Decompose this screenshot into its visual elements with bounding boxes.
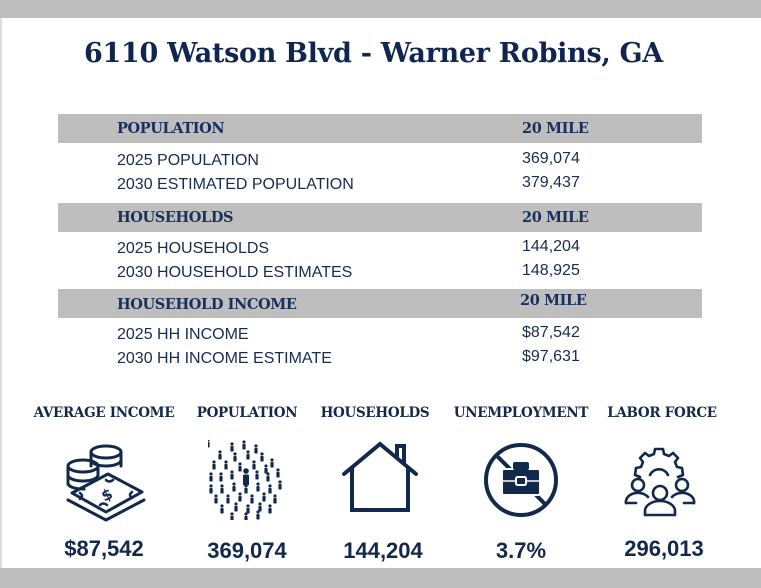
row-label: 2030 HOUSEHOLD ESTIMATES: [117, 264, 353, 281]
row-value: 379,437: [522, 174, 580, 191]
stat-population: POPULATION: [190, 405, 304, 421]
section-header: HOUSEHOLDS 20 MILE: [58, 203, 702, 232]
house-icon: [340, 440, 420, 516]
left-edge: [0, 18, 2, 568]
stat-labor-force: LABOR FORCE: [602, 405, 722, 421]
stat-average-income: AVERAGE INCOME: [28, 405, 180, 421]
svg-text:$: $: [98, 485, 115, 506]
stat-value: $87,542: [64, 536, 144, 561]
row-label: 2025 HOUSEHOLDS: [117, 240, 270, 257]
page-title: 6110 Watson Blvd - Warner Robins, GA: [84, 38, 663, 69]
section-header-column: 20 MILE: [522, 209, 589, 226]
no-briefcase-icon: [482, 441, 560, 519]
stat-label: LABOR FORCE: [607, 405, 717, 421]
team-gear-icon: [620, 441, 700, 521]
table-row: 2030 HH INCOME ESTIMATE $97,631: [58, 345, 702, 369]
section-header: HOUSEHOLD INCOME 20 MILE: [58, 289, 702, 318]
section-population: POPULATION 20 MILE 2025 POPULATION 369,0…: [58, 114, 702, 195]
row-value: 369,074: [522, 150, 580, 167]
table-row: 2025 POPULATION 369,074: [58, 147, 702, 171]
section-header-label: POPULATION: [117, 120, 225, 137]
row-label: 2030 ESTIMATED POPULATION: [117, 176, 354, 193]
stat-value: 296,013: [624, 536, 704, 561]
stat-households: HOUSEHOLDS: [316, 405, 434, 421]
money-coins-icon: $: [62, 438, 148, 524]
table-row: 2030 ESTIMATED POPULATION 379,437: [58, 171, 702, 195]
table-row: 2025 HOUSEHOLDS 144,204: [58, 235, 702, 259]
stat-unemployment: UNEMPLOYMENT: [448, 405, 594, 421]
row-label: 2025 HH INCOME: [117, 326, 249, 343]
row-value: $87,542: [522, 324, 580, 341]
top-band: [0, 0, 761, 18]
section-households: HOUSEHOLDS 20 MILE 2025 HOUSEHOLDS 144,2…: [58, 203, 702, 283]
stat-label: UNEMPLOYMENT: [453, 405, 589, 421]
section-header: POPULATION 20 MILE: [58, 114, 702, 143]
section-household-income: HOUSEHOLD INCOME 20 MILE 2025 HH INCOME …: [58, 289, 702, 369]
section-header-label: HOUSEHOLD INCOME: [117, 296, 297, 313]
row-label: 2030 HH INCOME ESTIMATE: [117, 350, 332, 367]
section-header-column: 20 MILE: [522, 120, 589, 137]
stat-value: 144,204: [343, 538, 423, 563]
crowd-icon: [208, 440, 284, 520]
table-row: 2030 HOUSEHOLD ESTIMATES 148,925: [58, 259, 702, 283]
stat-label: POPULATION: [196, 405, 298, 421]
row-value: $97,631: [522, 348, 580, 365]
section-header-label: HOUSEHOLDS: [117, 209, 234, 226]
stat-label: AVERAGE INCOME: [33, 405, 175, 421]
section-header-column: 20 MILE: [520, 292, 587, 309]
table-row: 2025 HH INCOME $87,542: [58, 321, 702, 345]
stat-value: 369,074: [207, 538, 287, 563]
row-value: 144,204: [522, 238, 580, 255]
row-label: 2025 POPULATION: [117, 152, 259, 169]
stat-value: 3.7%: [495, 538, 547, 563]
bottom-band: [0, 568, 761, 588]
row-value: 148,925: [522, 262, 580, 279]
stat-label: HOUSEHOLDS: [320, 405, 430, 421]
